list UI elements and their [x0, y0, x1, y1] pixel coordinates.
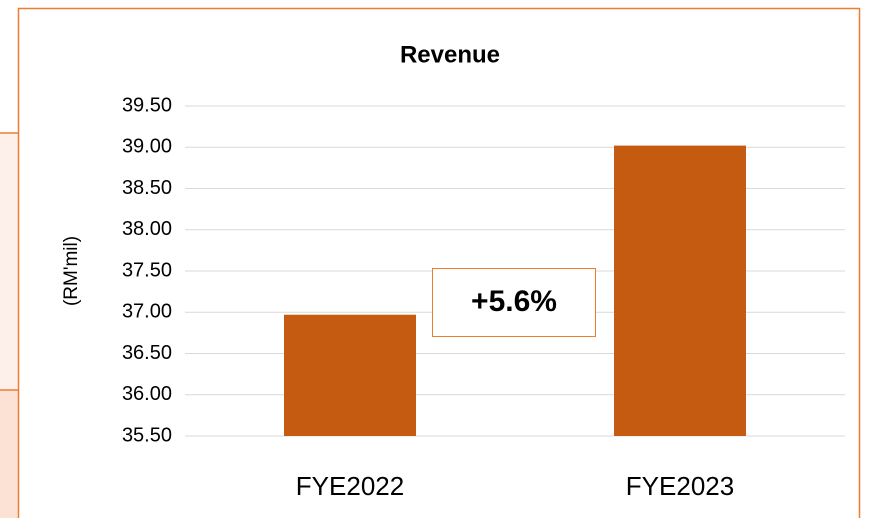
- y-tick-label: 38.50: [122, 177, 172, 199]
- side-panel: [0, 390, 18, 518]
- annotation-box: [432, 268, 596, 337]
- chart-title: Revenue: [400, 41, 500, 68]
- side-panel: [0, 133, 18, 390]
- bar: [284, 314, 416, 436]
- x-tick-label: FYE2023: [626, 471, 734, 501]
- y-tick-label: 39.50: [122, 94, 172, 116]
- y-tick-label: 36.00: [122, 383, 172, 405]
- bar: [614, 145, 746, 436]
- y-tick-label: 37.50: [122, 259, 172, 281]
- annotation: +5.6%: [471, 285, 557, 318]
- marks: FYE2022 FYE2023: [284, 145, 746, 501]
- x-tick-label: FYE2022: [296, 471, 404, 501]
- y-tick-label: 36.50: [122, 342, 172, 364]
- y-axis-label: (RM'mil): [61, 236, 82, 306]
- y-tick-label: 38.00: [122, 218, 172, 240]
- y-tick-label: 35.50: [122, 424, 172, 446]
- y-tick-label: 37.00: [122, 301, 172, 323]
- y-tick-label: 39.00: [122, 136, 172, 158]
